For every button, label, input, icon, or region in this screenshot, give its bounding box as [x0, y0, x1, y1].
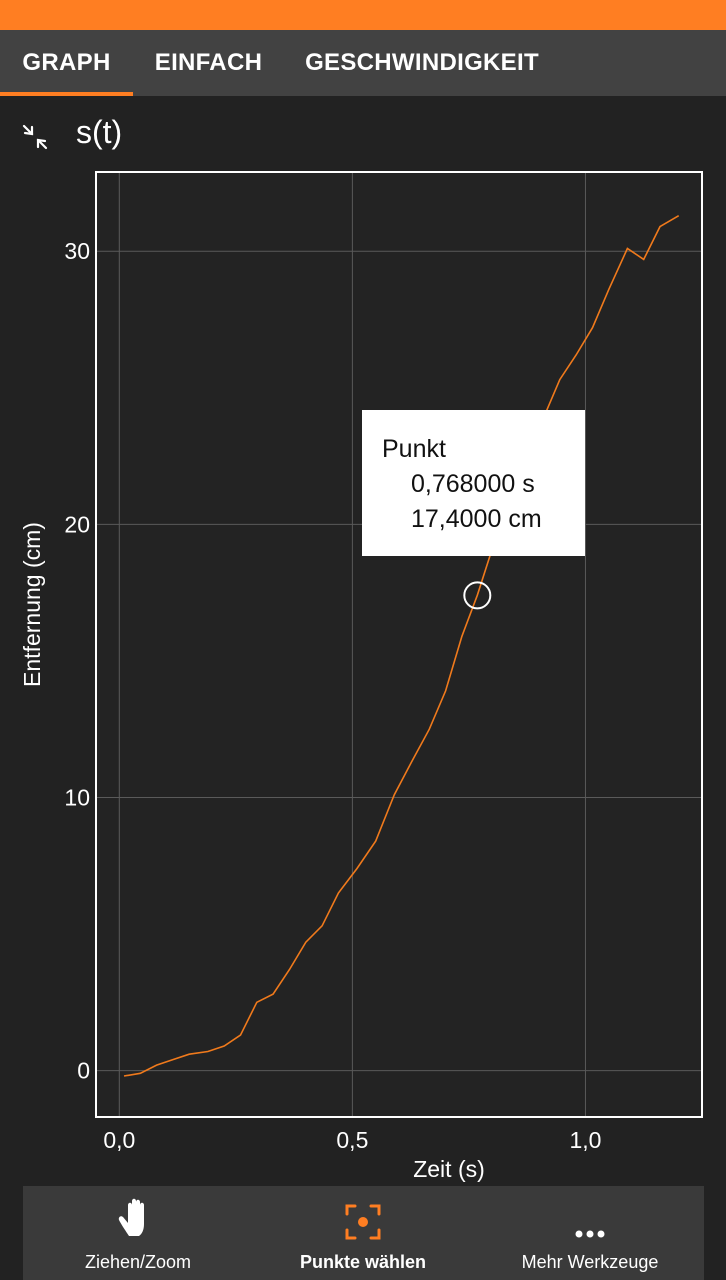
select-points-button[interactable]: Punkte wählen	[268, 1186, 458, 1280]
tab-einfach[interactable]: EINFACH	[133, 30, 284, 96]
chart-svg[interactable]: 0,0 0,5 1,0 0 10 20 30 Zeit (s) Entfernung (cm)	[0, 160, 726, 1186]
plot-frame	[95, 171, 703, 1118]
tab-geschwindigkeit[interactable]: GESCHWINDIGKEIT	[284, 30, 560, 96]
select-points-label: Punkte wählen	[299, 1252, 427, 1272]
x-tick-label-1: 0,5	[336, 1127, 368, 1153]
tab-einfach-label: EINFACH	[154, 49, 263, 76]
tab-graph-label: GRAPH	[22, 49, 111, 76]
x-tick-label-0: 0,0	[103, 1127, 135, 1153]
y-tick-label-0: 0	[77, 1058, 90, 1084]
more-tools-button[interactable]: Mehr Werkzeuge	[495, 1186, 685, 1280]
active-tab-indicator	[0, 92, 133, 96]
hand-icon	[115, 1186, 161, 1242]
plot-background	[96, 172, 702, 1117]
x-axis-label: Zeit (s)	[413, 1156, 485, 1182]
graph-header: s(t)	[0, 96, 726, 176]
drag-zoom-label: Ziehen/Zoom	[84, 1252, 192, 1272]
more-dots-icon	[570, 1186, 610, 1242]
tooltip-distance: 17,4000 cm	[411, 505, 542, 533]
drag-zoom-button[interactable]: Ziehen/Zoom	[43, 1186, 233, 1280]
tooltip-time: 0,768000 s	[411, 470, 535, 498]
tab-graph[interactable]: GRAPH	[0, 30, 133, 96]
selected-point-marker	[463, 581, 492, 610]
chart-container[interactable]: 0,0 0,5 1,0 0 10 20 30 Zeit (s) Entfernung (cm)	[0, 160, 726, 1186]
select-point-icon	[343, 1186, 383, 1242]
more-tools-label: Mehr Werkzeuge	[521, 1252, 659, 1272]
graph-title: s(t)	[76, 114, 123, 150]
y-tick-label-1: 10	[64, 784, 90, 810]
tab-geschwindigkeit-label: GESCHWINDIGKEIT	[305, 49, 539, 76]
y-axis-label: Entfernung (cm)	[19, 522, 45, 687]
bottom-toolbar: Ziehen/Zoom Punkte wählen Mehr Wer	[23, 1186, 704, 1280]
status-bar	[0, 0, 726, 30]
point-tooltip: Punkt 0,768000 s 17,4000 cm	[362, 410, 585, 556]
tab-bar: GRAPH EINFACH GESCHWINDIGKEIT	[0, 30, 726, 96]
y-tick-label-3: 30	[64, 238, 90, 264]
collapse-arrows-icon[interactable]	[20, 122, 50, 152]
series-line-0	[123, 215, 680, 1077]
tooltip-heading: Punkt	[382, 435, 446, 463]
x-tick-label-2: 1,0	[569, 1127, 601, 1153]
y-tick-label-2: 20	[64, 511, 90, 537]
